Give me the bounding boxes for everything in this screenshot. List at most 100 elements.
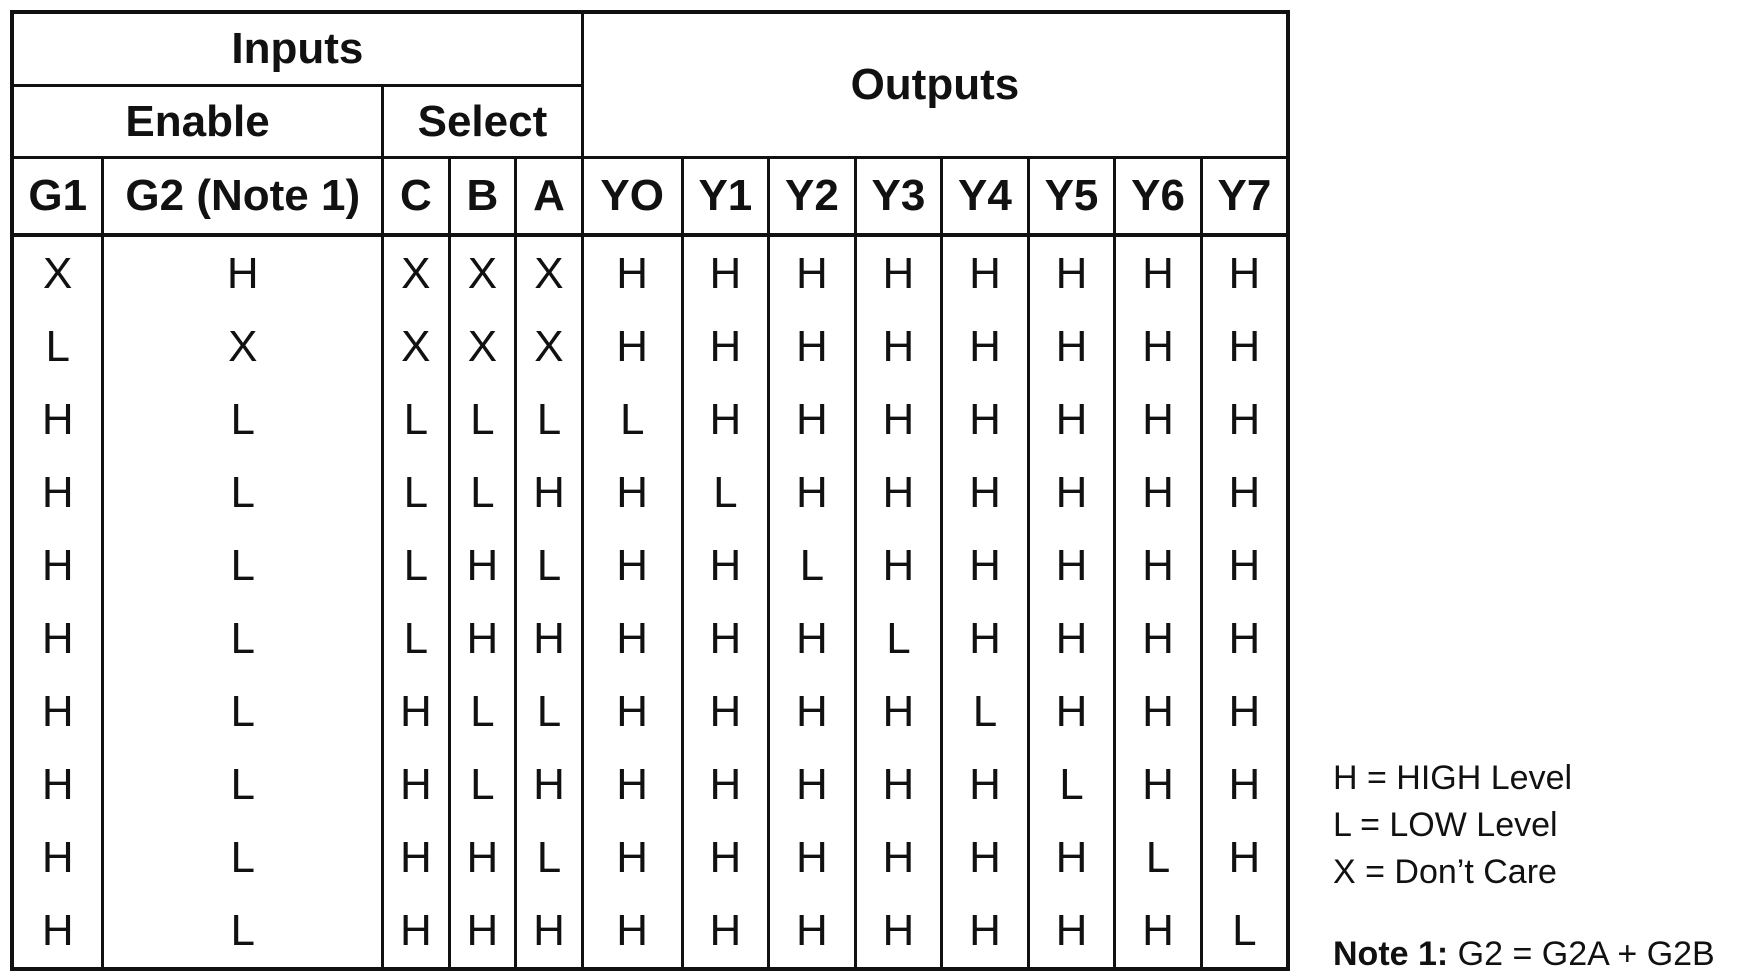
column-header-row: G1 G2 (Note 1) C B A YO Y1 Y2 Y3 Y4 Y5 Y6 Y7 xyxy=(10,157,1290,237)
table-cell: H xyxy=(580,675,684,748)
table-cell: H xyxy=(1113,602,1203,675)
table-cell: H xyxy=(767,675,857,748)
table-cell: H xyxy=(1026,235,1117,310)
column-header: Y4 xyxy=(940,157,1030,237)
table-cell: H xyxy=(10,748,105,821)
table-cell: L xyxy=(10,310,105,383)
table-cell: H xyxy=(853,310,944,383)
table-cell: L xyxy=(101,529,385,602)
table-cell: H xyxy=(767,748,857,821)
table-cell: L xyxy=(101,602,385,675)
table-cell: L xyxy=(1026,748,1117,821)
table-cell: H xyxy=(1199,748,1290,821)
table-cell: H xyxy=(940,602,1030,675)
table-cell: H xyxy=(10,821,105,894)
table-cell: X xyxy=(514,235,584,310)
table-cell: H xyxy=(381,821,451,894)
table-cell: L xyxy=(381,456,451,529)
table-cell: H xyxy=(767,383,857,456)
table-cell: H xyxy=(580,894,684,969)
column-header: Y7 xyxy=(1199,157,1290,237)
table-cell: H xyxy=(1026,675,1117,748)
table-cell: X xyxy=(10,235,105,310)
table-cell: H xyxy=(447,602,518,675)
table-cell: H xyxy=(680,675,771,748)
table-cell: H xyxy=(1026,383,1117,456)
table-cell: H xyxy=(853,456,944,529)
table-cell: H xyxy=(381,675,451,748)
legend-dont-care: X = Don’t Care xyxy=(1333,853,1557,891)
table-cell: H xyxy=(1113,235,1203,310)
table-cell: L xyxy=(101,894,385,969)
table-cell: H xyxy=(767,310,857,383)
table-cell: H xyxy=(580,821,684,894)
table-cell: H xyxy=(10,529,105,602)
table-cell: H xyxy=(10,894,105,969)
column-header: A xyxy=(514,157,584,237)
table-cell: L xyxy=(853,602,944,675)
table-cell: H xyxy=(10,456,105,529)
table-cell: L xyxy=(381,529,451,602)
table-cell: H xyxy=(447,529,518,602)
table-cell: L xyxy=(447,383,518,456)
table-cell: H xyxy=(680,529,771,602)
table-cell: H xyxy=(940,894,1030,969)
table-cell: H xyxy=(1026,821,1117,894)
table-cell: L xyxy=(101,821,385,894)
table-cell: H xyxy=(1113,529,1203,602)
table-cell: X xyxy=(381,235,451,310)
table-cell: H xyxy=(1026,894,1117,969)
table-cell: X xyxy=(447,235,518,310)
table-cell: H xyxy=(580,456,684,529)
table-cell: L xyxy=(101,383,385,456)
table-cell: H xyxy=(1199,235,1290,310)
table-cell: H xyxy=(1199,383,1290,456)
table-cell: H xyxy=(1199,821,1290,894)
table-cell: L xyxy=(514,529,584,602)
table-cell: H xyxy=(680,821,771,894)
table-cell: X xyxy=(381,310,451,383)
table-cell: H xyxy=(1026,529,1117,602)
table-cell: H xyxy=(680,235,771,310)
legend-low: L = LOW Level xyxy=(1333,806,1558,844)
table-cell: H xyxy=(1113,383,1203,456)
table-cell: L xyxy=(101,675,385,748)
table-cell: H xyxy=(680,310,771,383)
table-cell: L xyxy=(680,456,771,529)
table-cell: H xyxy=(1026,456,1117,529)
enable-header: Enable xyxy=(10,85,385,159)
table-cell: H xyxy=(1199,310,1290,383)
table-cell: H xyxy=(1199,456,1290,529)
table-cell: H xyxy=(381,748,451,821)
table-cell: L xyxy=(514,675,584,748)
table-cell: L xyxy=(514,821,584,894)
column-header: Y1 xyxy=(680,157,771,237)
table-cell: H xyxy=(10,675,105,748)
table-cell: H xyxy=(514,748,584,821)
table-cell: H xyxy=(1026,602,1117,675)
table-cell: X xyxy=(447,310,518,383)
inputs-header: Inputs xyxy=(10,12,584,87)
table-cell: H xyxy=(853,675,944,748)
table-cell: H xyxy=(853,235,944,310)
table-cell: X xyxy=(101,310,385,383)
table-cell: H xyxy=(1199,675,1290,748)
table-cell: L xyxy=(1113,821,1203,894)
table-cell: H xyxy=(101,235,385,310)
table-cell: H xyxy=(940,456,1030,529)
table-cell: H xyxy=(680,748,771,821)
table-cell: H xyxy=(580,310,684,383)
table-cell: L xyxy=(381,383,451,456)
table-cell: H xyxy=(940,529,1030,602)
table-cell: H xyxy=(767,602,857,675)
table-cell: H xyxy=(381,894,451,969)
table-cell: H xyxy=(447,894,518,969)
table-cell: H xyxy=(514,602,584,675)
column-header: Y3 xyxy=(853,157,944,237)
column-header: Y6 xyxy=(1113,157,1203,237)
table-cell: L xyxy=(101,456,385,529)
